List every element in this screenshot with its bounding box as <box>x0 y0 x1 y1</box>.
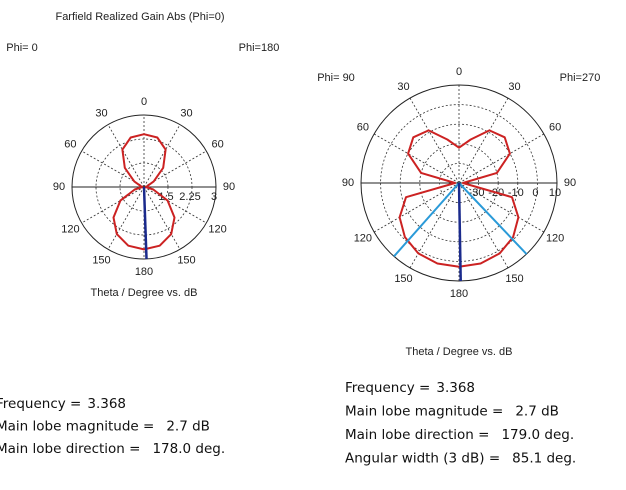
angle-tick-label: 150 <box>394 273 412 285</box>
radial-tick-label: 0 <box>532 187 538 199</box>
angle-grid-line <box>143 186 181 250</box>
angle-tick-label: 90 <box>342 177 354 189</box>
info-value: 2.7 dB <box>515 404 559 420</box>
info-label: Frequency = <box>0 396 81 412</box>
pattern-curve <box>112 133 176 251</box>
phi-label: Phi= 90 <box>317 72 355 84</box>
angle-grid-line <box>409 182 460 269</box>
angle-tick-label: 30 <box>508 81 520 93</box>
info-value: 179.0 deg. <box>501 427 574 443</box>
angle-grid-line <box>107 124 145 188</box>
radial-tick-label: 10 <box>549 187 561 199</box>
axis-label: Theta / Degree vs. dB <box>406 346 513 358</box>
info-label: Main lobe direction = <box>345 427 489 443</box>
angle-grid-line <box>143 124 181 188</box>
angle-tick-label: 0 <box>456 66 462 78</box>
main-lobe-direction <box>457 182 462 282</box>
angle-grid-line <box>143 186 207 224</box>
main-lobe-direction <box>142 186 148 259</box>
info-value: 178.0 deg. <box>152 441 225 457</box>
radial-tick-label: 2.25 <box>179 191 200 203</box>
info-line: Main lobe magnitude = 2.7 dB <box>345 404 559 420</box>
angle-tick-label: 180 <box>135 266 153 278</box>
beamwidth-line <box>458 182 528 255</box>
info-label: Main lobe direction = <box>0 441 140 457</box>
axis-label: Theta / Degree vs. dB <box>91 287 198 299</box>
info-value: 2.7 dB <box>166 419 210 435</box>
phi-label: Phi= 0 <box>6 42 38 54</box>
radial-grid-circle <box>380 104 538 262</box>
angle-grid-line <box>373 133 460 184</box>
radial-grid-circle <box>438 162 479 203</box>
angle-tick-label: 120 <box>354 232 372 244</box>
angle-tick-label: 150 <box>92 255 110 267</box>
angle-tick-label: 120 <box>61 223 79 235</box>
angle-tick-label: 90 <box>223 181 235 193</box>
angle-tick-label: 30 <box>397 81 409 93</box>
angle-tick-label: 150 <box>505 273 523 285</box>
angle-grid-line <box>458 133 545 184</box>
info-label: Frequency = <box>345 380 430 396</box>
angle-grid-line <box>409 97 460 184</box>
angle-grid-line <box>81 186 145 224</box>
angle-tick-label: 0 <box>141 96 147 108</box>
radial-grid-circle <box>71 114 217 260</box>
radial-grid-circle <box>360 84 558 282</box>
angle-tick-label: 60 <box>357 121 369 133</box>
angle-tick-label: 30 <box>95 107 107 119</box>
chart-title: Farfield Realized Gain Abs (Phi=0) <box>55 11 224 23</box>
info-label: Main lobe magnitude = <box>345 404 503 420</box>
info-line: Main lobe direction = 179.0 deg. <box>345 427 574 443</box>
info-label: Main lobe magnitude = <box>0 419 154 435</box>
angle-grid-line <box>373 182 460 233</box>
angle-tick-label: 30 <box>180 107 192 119</box>
angle-tick-label: 180 <box>450 288 468 300</box>
info-line: Frequency = 3.368 <box>345 380 475 396</box>
info-value: 85.1 deg. <box>512 451 576 467</box>
radial-tick-label: -10 <box>508 187 524 199</box>
info-label: Angular width (3 dB) = <box>345 451 500 467</box>
info-line: Main lobe magnitude = 2.7 dB <box>0 419 210 435</box>
info-value: 3.368 <box>436 380 475 396</box>
beamwidth-line <box>393 182 460 258</box>
angle-tick-label: 120 <box>208 223 226 235</box>
angle-tick-label: 150 <box>177 255 195 267</box>
info-value: 3.368 <box>87 396 126 412</box>
phi-label: Phi=270 <box>560 72 601 84</box>
info-line: Angular width (3 dB) = 85.1 deg. <box>345 451 576 467</box>
angle-tick-label: 90 <box>53 181 65 193</box>
angle-tick-label: 120 <box>546 232 564 244</box>
phi-label: Phi=180 <box>239 42 280 54</box>
radial-tick-label: 1.5 <box>158 191 173 203</box>
angle-tick-label: 60 <box>549 121 561 133</box>
angle-tick-label: 90 <box>564 177 576 189</box>
info-line: Frequency = 3.368 <box>0 396 126 412</box>
radial-tick-label: 3 <box>211 191 217 203</box>
angle-tick-label: 60 <box>64 138 76 150</box>
pattern-curve <box>398 129 520 268</box>
angle-grid-line <box>458 97 509 184</box>
angle-grid-line <box>107 186 145 250</box>
angle-grid-line <box>458 182 545 233</box>
angle-tick-label: 60 <box>211 138 223 150</box>
info-line: Main lobe direction = 178.0 deg. <box>0 441 225 457</box>
radial-grid-circle <box>95 138 193 236</box>
